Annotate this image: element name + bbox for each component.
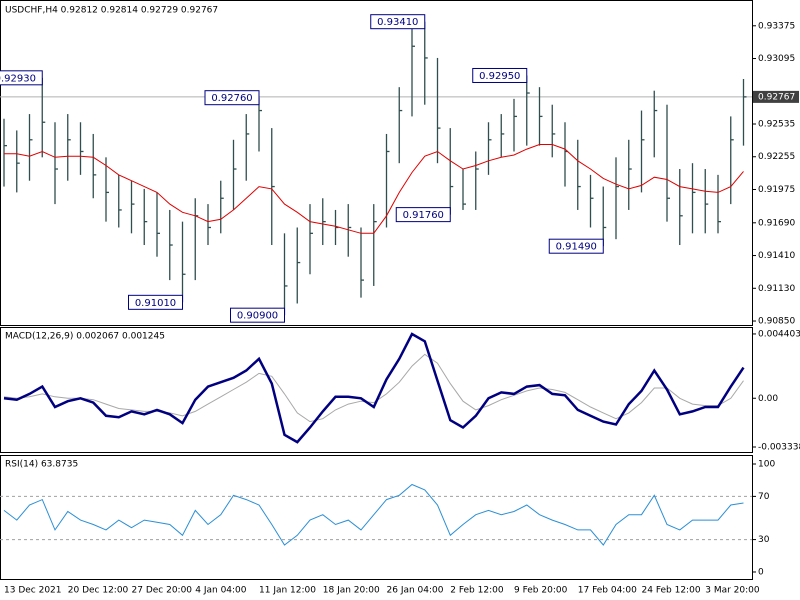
annotation-box (370, 14, 426, 30)
annotation-box (395, 207, 451, 223)
annotation-box (548, 238, 604, 254)
y-tick-label: 0.92255 (758, 152, 795, 162)
rsi-title: RSI(14) 63.8735 (5, 460, 78, 470)
y-tick-label: 0.92535 (758, 120, 795, 130)
x-tick-label: 13 Dec 2021 (4, 586, 62, 596)
price-panel (0, 0, 753, 326)
annotation-box (472, 67, 528, 83)
y-tick-label: 0.93095 (758, 54, 795, 64)
y-tick-label: 0.91975 (758, 185, 795, 195)
x-tick-label: 27 Dec 20:00 (132, 586, 193, 596)
annotation-box (230, 307, 285, 323)
y-tick-label: 0.91410 (758, 251, 795, 261)
annotation-label: 0.92760 (211, 93, 252, 104)
y-tick-label: 0.90850 (758, 317, 795, 327)
annotation-label: 0.91760 (403, 210, 444, 221)
y-tick-label: 100 (758, 459, 775, 469)
annotation-box (0, 70, 43, 86)
y-tick-label: 0.004403 (758, 329, 800, 339)
x-tick-label: 2 Feb 12:00 (450, 586, 504, 596)
y-tick-label: -0.003338 (758, 443, 800, 453)
last-price-label: 0.92767 (758, 92, 795, 102)
x-tick-label: 11 Jan 12:00 (259, 586, 316, 596)
x-tick-label: 3 Mar 20:00 (705, 586, 760, 596)
rsi-panel (0, 455, 753, 580)
annotation-label: 0.91490 (556, 242, 597, 253)
y-tick-label: 0.93375 (758, 21, 795, 31)
annotation-label: 0.90900 (237, 311, 278, 322)
moving-average (4, 144, 744, 234)
annotation-label: 0.92950 (479, 71, 520, 82)
x-tick-label: 18 Jan 20:00 (323, 586, 380, 596)
x-tick-label: 26 Jan 04:00 (387, 586, 444, 596)
last-price-box (753, 90, 799, 103)
x-tick-label: 24 Feb 12:00 (642, 586, 701, 596)
annotation-box (128, 294, 183, 310)
rsi-line (3, 483, 744, 546)
price-title: USDCHF,H4 0.92812 0.92814 0.92729 0.9276… (5, 6, 218, 16)
y-tick-label: 0.91130 (758, 284, 795, 294)
macd-line (3, 332, 745, 444)
macd-title: MACD(12,26,9) 0.002067 0.001245 (5, 332, 165, 342)
y-tick-label: 0 (758, 567, 764, 577)
y-tick-label: 0.00 (758, 394, 778, 404)
x-tick-label: 17 Feb 04:00 (578, 586, 637, 596)
annotation-label: 0.92930 (0, 73, 36, 84)
annotation-box (204, 90, 260, 106)
macd-panel (0, 327, 753, 453)
x-tick-label: 9 Feb 20:00 (514, 586, 568, 596)
annotation-label: 0.93410 (377, 17, 418, 28)
y-tick-label: 0.91690 (758, 218, 795, 228)
y-tick-label: 30 (758, 535, 770, 545)
x-tick-label: 20 Dec 12:00 (68, 586, 129, 596)
x-tick-label: 4 Jan 04:00 (195, 586, 247, 596)
y-tick-label: 70 (758, 492, 770, 502)
annotation-label: 0.91010 (135, 298, 176, 309)
